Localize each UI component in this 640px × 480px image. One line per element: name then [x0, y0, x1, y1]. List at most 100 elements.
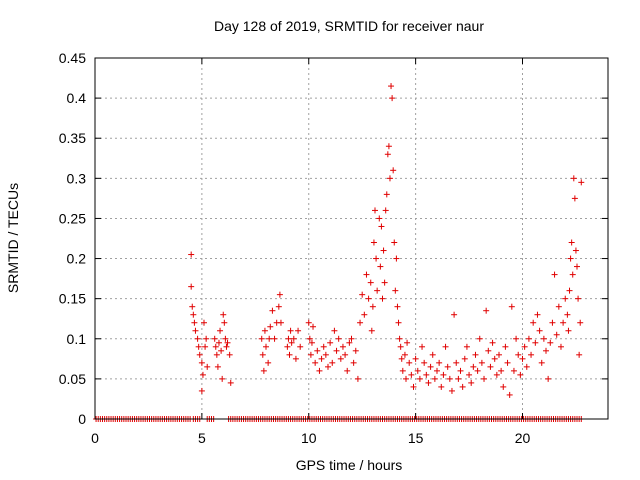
- data-point: [189, 303, 196, 310]
- data-point: [489, 339, 496, 346]
- data-point: [198, 387, 205, 394]
- data-point: [534, 311, 541, 318]
- data-point: [310, 323, 317, 330]
- data-point: [576, 351, 583, 358]
- data-point: [487, 363, 494, 370]
- data-point: [451, 311, 458, 318]
- data-point: [265, 359, 272, 366]
- data-point: [570, 175, 577, 182]
- data-point: [521, 343, 528, 350]
- data-point: [333, 347, 340, 354]
- data-point: [508, 303, 515, 310]
- data-point: [448, 387, 455, 394]
- data-point: [461, 355, 468, 362]
- data-point: [352, 347, 359, 354]
- data-point: [372, 207, 379, 214]
- data-point: [361, 311, 368, 318]
- data-point: [222, 335, 229, 342]
- data-point: [423, 371, 430, 378]
- data-point: [204, 363, 211, 370]
- data-point: [382, 207, 389, 214]
- data-point: [472, 351, 479, 358]
- data-point: [327, 339, 334, 346]
- data-point: [495, 351, 502, 358]
- data-point: [376, 215, 383, 222]
- data-point: [392, 287, 399, 294]
- data-point: [214, 363, 221, 370]
- data-point: [219, 375, 226, 382]
- data-point: [367, 279, 374, 286]
- data-point: [538, 359, 545, 366]
- data-point: [391, 239, 398, 246]
- data-point: [528, 351, 535, 358]
- data-point: [297, 343, 304, 350]
- data-point: [564, 311, 571, 318]
- data-point: [388, 83, 395, 90]
- data-point: [223, 343, 230, 350]
- data-point: [500, 383, 507, 390]
- data-point: [574, 263, 581, 270]
- data-point: [199, 371, 206, 378]
- data-point: [188, 251, 195, 258]
- y-tick-label: 0.45: [59, 50, 86, 66]
- data-point: [453, 359, 460, 366]
- data-point: [396, 335, 403, 342]
- data-point: [401, 351, 408, 358]
- data-point: [577, 319, 584, 326]
- data-point: [227, 379, 234, 386]
- data-point: [292, 355, 299, 362]
- data-point: [436, 359, 443, 366]
- data-point: [543, 347, 550, 354]
- data-point: [374, 287, 381, 294]
- data-point: [560, 319, 567, 326]
- data-point: [305, 319, 312, 326]
- data-point: [339, 343, 346, 350]
- data-point: [322, 351, 329, 358]
- data-point: [513, 335, 520, 342]
- data-point: [463, 343, 470, 350]
- data-points: [93, 83, 585, 422]
- x-tick-label: 0: [91, 430, 99, 446]
- data-point: [373, 255, 380, 262]
- y-tick-label: 0.4: [67, 90, 87, 106]
- data-point: [224, 339, 231, 346]
- data-point: [201, 319, 208, 326]
- data-point: [370, 239, 377, 246]
- data-point: [284, 343, 291, 350]
- data-point: [575, 295, 582, 302]
- data-point: [344, 367, 351, 374]
- data-point: [398, 355, 405, 362]
- data-point: [410, 383, 417, 390]
- data-point: [468, 379, 475, 386]
- data-point: [380, 247, 387, 254]
- grid-lines: [95, 58, 608, 419]
- data-point: [316, 367, 323, 374]
- data-point: [331, 327, 338, 334]
- data-point: [399, 367, 406, 374]
- data-point: [191, 319, 198, 326]
- plot-frame: [94, 57, 609, 420]
- data-point: [318, 355, 325, 362]
- data-point: [285, 335, 292, 342]
- data-point: [493, 371, 500, 378]
- data-point: [320, 343, 327, 350]
- x-tick-labels: 0 5 10 15 20: [91, 430, 530, 446]
- x-axis-label: GPS time / hours: [296, 457, 403, 473]
- data-point: [202, 343, 209, 350]
- y-tick-label: 0: [78, 411, 86, 427]
- data-point: [188, 283, 195, 290]
- data-point: [530, 319, 537, 326]
- data-point: [393, 255, 400, 262]
- y-tick-labels: 0 0.05 0.1 0.15 0.2 0.25 0.3 0.35 0.4 0.45: [59, 50, 86, 427]
- data-point: [288, 339, 295, 346]
- y-tick-label: 0.1: [67, 331, 87, 347]
- x-tick-label: 20: [515, 430, 531, 446]
- data-point: [569, 271, 576, 278]
- data-point: [261, 327, 268, 334]
- data-point: [259, 351, 266, 358]
- data-point: [406, 359, 413, 366]
- data-point: [506, 391, 513, 398]
- data-point: [385, 143, 392, 150]
- data-point: [286, 351, 293, 358]
- data-point: [198, 359, 205, 366]
